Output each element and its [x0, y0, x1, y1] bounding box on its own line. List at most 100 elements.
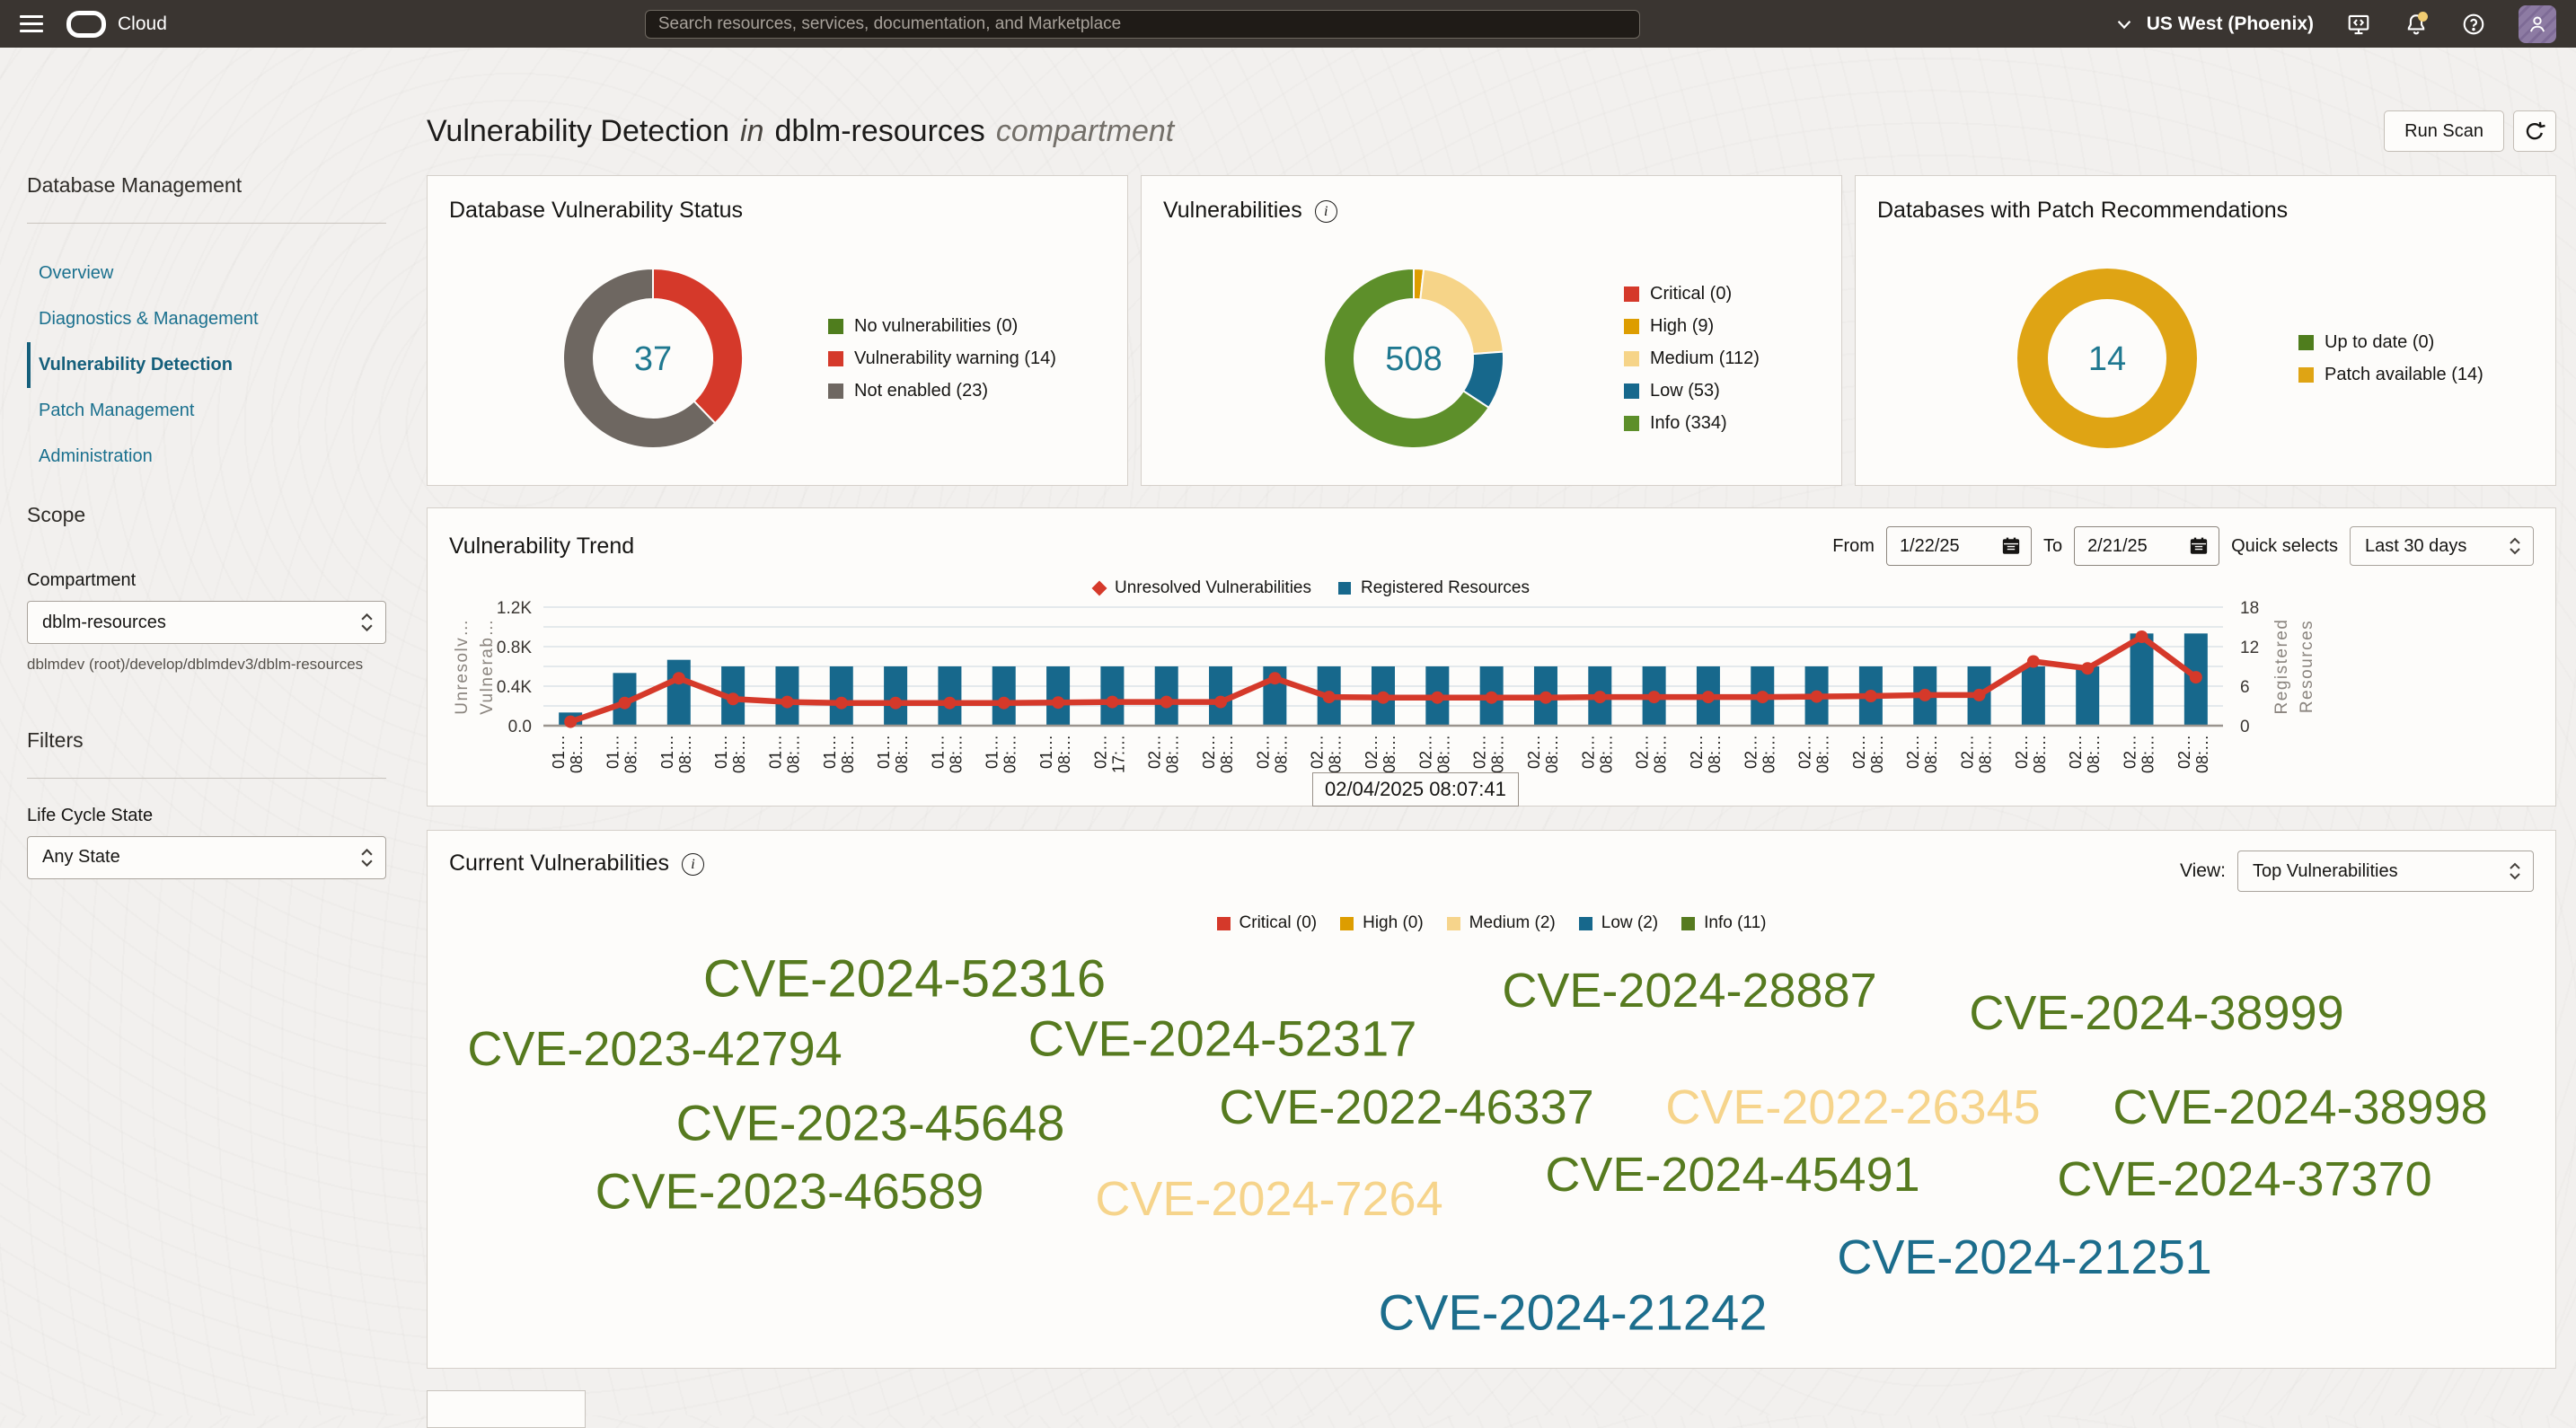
cve-word[interactable]: CVE-2024-28887: [1502, 964, 1877, 1018]
hamburger-menu-icon[interactable]: [20, 15, 43, 32]
cve-word[interactable]: CVE-2024-52317: [1028, 1009, 1417, 1067]
svg-text:1.2K: 1.2K: [497, 600, 532, 618]
svg-text:08:…: 08:…: [568, 735, 586, 773]
legend-item: Critical (0): [1624, 284, 1760, 304]
svg-text:Vulnerab…: Vulnerab…: [478, 618, 497, 715]
legend-item: Medium (112): [1624, 348, 1760, 369]
card-database-vulnerability-status: Database Vulnerability Status 37 No vuln…: [427, 175, 1128, 486]
sidebar-item-patch-management[interactable]: Patch Management: [39, 401, 195, 420]
svg-text:08:…: 08:…: [2139, 735, 2157, 773]
vulnerability-trend-chart[interactable]: 0.0 0.4K 0.8K 1.2K 0 6 12 18 Unresolv… Vulnerab… R…: [449, 600, 2534, 790]
sidebar-item-overview[interactable]: Overview: [39, 263, 114, 283]
to-date-value: 2/21/25: [2087, 535, 2148, 556]
svg-text:08:…: 08:…: [947, 735, 965, 773]
svg-text:08:…: 08:…: [1327, 735, 1345, 773]
view-select[interactable]: Top Vulnerabilities: [2237, 851, 2534, 892]
svg-text:02…: 02…: [1363, 735, 1381, 769]
to-date-input[interactable]: 2/21/25: [2074, 526, 2220, 566]
legend-item: Info (334): [1624, 413, 1760, 434]
oracle-logo-icon[interactable]: [66, 10, 106, 38]
sidebar-nav: Overview Diagnostics & Management Vulnerab…: [27, 251, 386, 480]
legend-item: High (9): [1624, 316, 1760, 337]
cve-word[interactable]: CVE-2023-45648: [675, 1094, 1065, 1151]
svg-text:02…: 02…: [2067, 735, 2085, 769]
calendar-icon[interactable]: [2000, 535, 2022, 557]
cve-word[interactable]: CVE-2024-21251: [1837, 1230, 2212, 1284]
scope-heading: Scope: [27, 503, 86, 526]
cve-word[interactable]: CVE-2023-46589: [595, 1162, 984, 1220]
svg-text:08:…: 08:…: [730, 735, 748, 773]
compartment-select[interactable]: dblm-resources: [27, 601, 386, 644]
refresh-button[interactable]: [2513, 110, 2556, 152]
legend-item: Vulnerability warning (14): [828, 348, 1056, 369]
search-input[interactable]: [644, 9, 1640, 39]
svg-text:08:…: 08:…: [1164, 735, 1182, 773]
legend-item: Info (11): [1681, 913, 1766, 933]
legend-label: Info (11): [1704, 913, 1767, 932]
svg-text:08:…: 08:…: [1218, 735, 1236, 773]
info-icon[interactable]: i: [1314, 200, 1337, 223]
from-label: From: [1832, 535, 1875, 556]
svg-text:01…: 01…: [929, 735, 947, 769]
svg-text:12: 12: [2240, 639, 2259, 657]
notifications-bell-icon[interactable]: [2404, 11, 2429, 37]
info-icon[interactable]: i: [682, 853, 705, 876]
svg-text:01…: 01…: [766, 735, 784, 769]
region-selector[interactable]: US West (Phoenix): [2114, 13, 2314, 35]
chart-legend: No vulnerabilities (0) Vulnerability warn…: [828, 316, 1056, 401]
cve-word[interactable]: CVE-2024-45491: [1545, 1148, 1920, 1202]
svg-text:0.8K: 0.8K: [497, 639, 532, 657]
vulnerabilities-donut: 508: [1323, 267, 1504, 449]
legend-swatch: [1624, 415, 1639, 431]
sidebar-item-administration[interactable]: Administration: [39, 446, 153, 466]
svg-text:02…: 02…: [1471, 735, 1489, 769]
quick-selects-select[interactable]: Last 30 days: [2350, 526, 2534, 566]
cve-word[interactable]: CVE-2022-26345: [1665, 1080, 2041, 1134]
svg-text:01…: 01…: [550, 735, 568, 769]
cve-word[interactable]: CVE-2022-46337: [1219, 1080, 1594, 1134]
card-databases-with-patch-recommendations: Databases with Patch Recommendations 14 …: [1855, 175, 2556, 486]
cve-word[interactable]: CVE-2024-21242: [1378, 1283, 1768, 1341]
run-scan-button[interactable]: Run Scan: [2384, 110, 2504, 152]
svg-text:08:…: 08:…: [1652, 735, 1670, 773]
legend-label: High (0): [1363, 913, 1424, 932]
cve-word[interactable]: CVE-2024-38998: [2113, 1080, 2488, 1134]
lifecycle-select[interactable]: Any State: [27, 835, 386, 879]
cve-word[interactable]: CVE-2023-42794: [467, 1022, 842, 1076]
sidebar-item-vulnerability-detection[interactable]: Vulnerability Detection: [27, 342, 386, 388]
chart-tooltip: 02/04/2025 08:07:41: [1312, 772, 1519, 807]
chart-legend: Up to date (0) Patch available (14): [2298, 332, 2483, 385]
svg-text:08:…: 08:…: [1922, 735, 1940, 773]
sidebar-item-diagnostics-management[interactable]: Diagnostics & Management: [39, 309, 259, 329]
svg-text:08:…: 08:…: [1055, 735, 1073, 773]
legend-swatch: [1681, 916, 1696, 930]
legend-item: Critical (0): [1216, 913, 1317, 933]
cve-word[interactable]: CVE-2024-37370: [2057, 1152, 2432, 1206]
cve-word[interactable]: CVE-2024-7264: [1095, 1172, 1443, 1226]
svg-text:08:…: 08:…: [1489, 735, 1507, 773]
cve-word[interactable]: CVE-2024-52316: [702, 949, 1107, 1009]
svg-text:02…: 02…: [1742, 735, 1760, 769]
legend-item: No vulnerabilities (0): [828, 316, 1056, 337]
chart-legend: Critical (0) High (9) Medium (112) Low (53)…: [1624, 284, 1760, 434]
to-label: To: [2042, 535, 2063, 556]
person-icon: [2530, 16, 2545, 31]
quick-selects-value: Last 30 days: [2365, 535, 2467, 556]
calendar-icon[interactable]: [2188, 535, 2210, 557]
svg-text:01…: 01…: [821, 735, 839, 769]
cve-word[interactable]: CVE-2024-38999: [1969, 986, 2344, 1040]
help-icon[interactable]: [2461, 12, 2486, 37]
svg-text:02…: 02…: [1850, 735, 1868, 769]
legend-label: Up to date (0): [2325, 331, 2435, 352]
cloud-legend: Critical (0) High (0) Medium (2) Low (2) Inf…: [449, 913, 2534, 933]
legend-item: Medium (2): [1446, 913, 1556, 933]
select-chevrons-icon: [361, 613, 373, 632]
cve-word-cloud: CVE-2024-52316 CVE-2024-28887 CVE-2024-389…: [428, 928, 2555, 1359]
user-avatar[interactable]: [2519, 4, 2556, 43]
from-date-input[interactable]: 1/22/25: [1885, 526, 2032, 566]
legend-swatch: [2298, 334, 2314, 350]
region-label: US West (Phoenix): [2146, 13, 2314, 34]
lifecycle-value: Any State: [42, 847, 120, 867]
svg-text:08:…: 08:…: [1543, 735, 1561, 773]
developer-console-icon[interactable]: [2346, 12, 2371, 37]
